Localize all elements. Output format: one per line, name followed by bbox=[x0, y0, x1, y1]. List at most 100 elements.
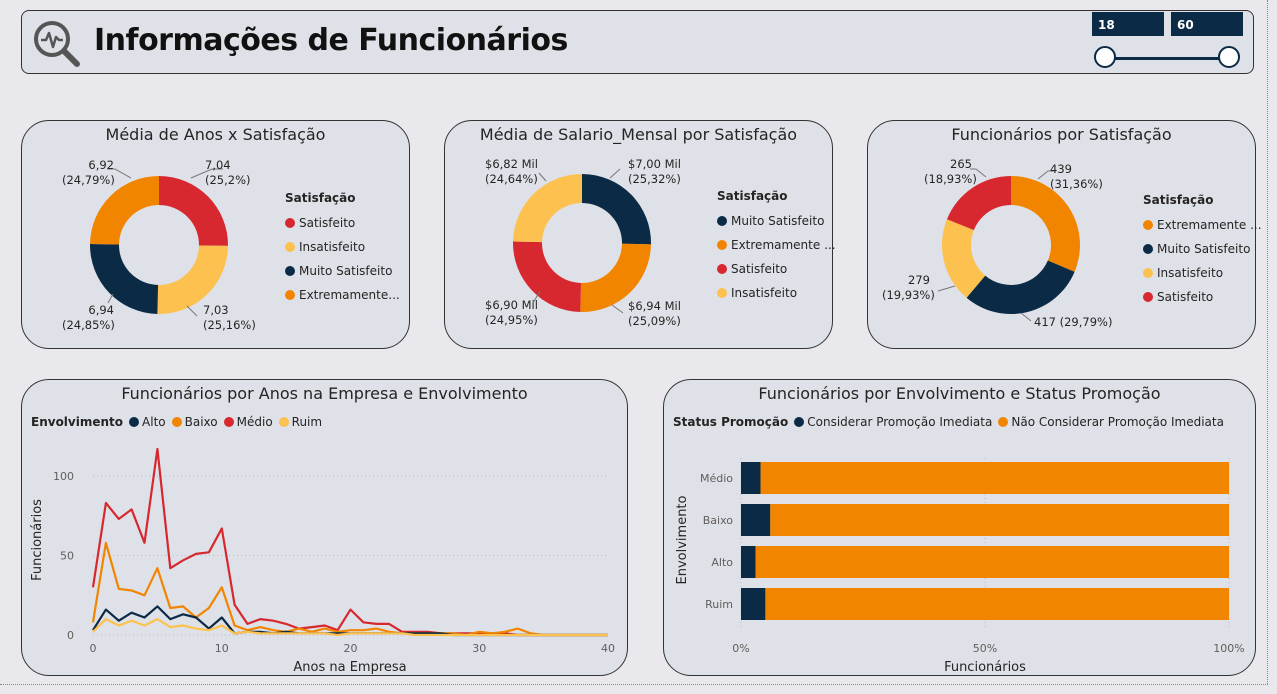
donut-slice[interactable] bbox=[580, 243, 651, 312]
legend-item[interactable]: Muito Satisfeito bbox=[717, 209, 836, 233]
donut-slice[interactable] bbox=[946, 176, 1011, 231]
donut-chart-count bbox=[937, 168, 1080, 322]
age-slider-track[interactable] bbox=[1104, 57, 1228, 60]
age-slider-max-handle[interactable] bbox=[1218, 46, 1240, 68]
legend-title: Envolvimento bbox=[31, 415, 124, 429]
legend-marker bbox=[717, 216, 727, 226]
legend-item[interactable]: Satisfeito bbox=[1143, 285, 1262, 309]
bar-segment[interactable] bbox=[741, 462, 761, 494]
donut-slice[interactable] bbox=[90, 176, 159, 245]
y-category-label: Baixo bbox=[703, 514, 734, 527]
bar-segment[interactable] bbox=[741, 546, 756, 578]
bar-segment[interactable] bbox=[741, 504, 771, 536]
x-tick-label: 30 bbox=[472, 642, 486, 655]
donut-label-value: 6,94 bbox=[88, 303, 114, 317]
card-title: Média de Salario_Mensal por Satisfação bbox=[479, 125, 798, 144]
legend-item[interactable]: Insatisfeito bbox=[285, 235, 400, 259]
x-tick-label: 100% bbox=[1213, 642, 1244, 655]
legend-marker bbox=[223, 417, 234, 427]
donut-card-count-satisfaction[interactable]: Funcionários por Satisfação 439 (31,36%) … bbox=[867, 120, 1262, 349]
donut-label-value: $6,90 Mil bbox=[485, 298, 538, 312]
legend-title: Satisfação bbox=[1143, 193, 1214, 207]
legend-item[interactable]: Extremamente ... bbox=[717, 233, 836, 257]
donut-label-value: 417 (29,79%) bbox=[1034, 315, 1113, 329]
legend-item[interactable]: Muito Satisfeito bbox=[285, 259, 400, 283]
legend-marker bbox=[278, 417, 289, 427]
age-slider-min-value[interactable]: 18 bbox=[1092, 12, 1164, 36]
donut-label-value: 439 bbox=[1050, 162, 1072, 176]
legend-label: Ruim bbox=[291, 415, 323, 429]
legend-marker bbox=[285, 218, 295, 228]
analytics-search-icon bbox=[34, 21, 80, 67]
donut-slice[interactable] bbox=[1011, 176, 1080, 272]
bar-chart-card[interactable]: Funcionários por Envolvimento e Status P… bbox=[663, 379, 1256, 676]
legend-label: Baixo bbox=[184, 415, 218, 429]
line-series-baixo[interactable] bbox=[91, 541, 608, 637]
donut-label-value: $6,82 Mil bbox=[485, 157, 538, 171]
donut-label-pct: (24,79%) bbox=[62, 173, 115, 187]
donut-legend: Satisfação Muito Satisfeito Extremamente… bbox=[717, 189, 836, 305]
legend-marker bbox=[171, 417, 182, 427]
legend-item[interactable]: Não Considerar Promoção Imediata bbox=[998, 415, 1224, 429]
legend-item[interactable]: Extremamente... bbox=[285, 283, 400, 307]
donut-label-pct: (25,16%) bbox=[203, 318, 256, 332]
donut-card-years-satisfaction[interactable]: Média de Anos x Satisfação 7,04 (25,2%) 6… bbox=[21, 120, 410, 349]
legend-item[interactable]: Considerar Promoção Imediata bbox=[794, 415, 992, 429]
age-slider-min-handle[interactable] bbox=[1094, 46, 1116, 68]
donut-label-pct: (19,93%) bbox=[882, 288, 935, 302]
legend-title: Satisfação bbox=[717, 189, 788, 203]
donut-slice[interactable] bbox=[942, 219, 986, 298]
age-slider-max-value[interactable]: 60 bbox=[1171, 12, 1243, 36]
legend-item[interactable]: Muito Satisfeito bbox=[1143, 237, 1262, 261]
donut-card-salary-satisfaction[interactable]: Média de Salario_Mensal por Satisfação $… bbox=[444, 120, 836, 349]
x-tick-label: 50% bbox=[973, 642, 997, 655]
legend-marker bbox=[717, 264, 727, 274]
legend-item[interactable]: Insatisfeito bbox=[1143, 261, 1262, 285]
donut-slice[interactable] bbox=[159, 176, 228, 246]
bar-segment[interactable] bbox=[760, 462, 1229, 494]
legend-marker bbox=[285, 266, 295, 276]
donut-slice[interactable] bbox=[513, 174, 582, 243]
donut-label-pct: (25,32%) bbox=[628, 172, 681, 186]
donut-chart-years bbox=[90, 168, 228, 317]
canvas-border-bottom bbox=[0, 684, 1268, 685]
legend-label: Alto bbox=[142, 415, 166, 429]
legend-label: Insatisfeito bbox=[731, 286, 798, 300]
donut-label-pct: (24,85%) bbox=[62, 318, 115, 332]
donut-slice[interactable] bbox=[513, 241, 582, 312]
legend-item[interactable]: Ruim bbox=[278, 415, 323, 429]
donut-legend: Satisfação Extremamente ... Muito Satisf… bbox=[1143, 193, 1262, 309]
legend-marker bbox=[1143, 292, 1153, 302]
legend-item[interactable]: Extremamente ... bbox=[1143, 213, 1262, 237]
bar-segment[interactable] bbox=[741, 588, 766, 620]
legend-item[interactable]: Alto bbox=[129, 415, 166, 429]
legend-item[interactable]: Satisfeito bbox=[285, 211, 400, 235]
donut-label-value: 265 bbox=[950, 157, 972, 171]
donut-slice[interactable] bbox=[90, 244, 159, 314]
legend-marker bbox=[285, 290, 295, 300]
donut-slice[interactable] bbox=[157, 245, 228, 314]
bar-segment[interactable] bbox=[770, 504, 1229, 536]
legend-title: Status Promoção bbox=[673, 415, 789, 429]
donut-label-pct: (18,93%) bbox=[924, 172, 977, 186]
bar-segment[interactable] bbox=[755, 546, 1229, 578]
legend-label: Satisfeito bbox=[299, 216, 356, 230]
line-chart-card[interactable]: Funcionários por Anos na Empresa e Envol… bbox=[21, 379, 628, 676]
x-tick-label: 20 bbox=[344, 642, 358, 655]
donut-slice[interactable] bbox=[582, 174, 651, 245]
legend-item[interactable]: Baixo bbox=[171, 415, 218, 429]
legend-marker bbox=[794, 417, 805, 427]
legend-item[interactable]: Insatisfeito bbox=[717, 281, 836, 305]
legend-label: Extremamente ... bbox=[1157, 218, 1262, 232]
donut-label-pct: (24,64%) bbox=[485, 172, 538, 186]
legend-marker bbox=[717, 240, 727, 250]
page-title: Informações de Funcionários bbox=[94, 23, 568, 58]
line-series-ruim[interactable] bbox=[92, 618, 608, 637]
donut-slice[interactable] bbox=[966, 260, 1075, 314]
bar-segment[interactable] bbox=[765, 588, 1229, 620]
x-tick-label: 0% bbox=[732, 642, 749, 655]
y-axis-title: Funcionários bbox=[30, 499, 45, 581]
legend-label: Médio bbox=[236, 415, 273, 429]
legend-item[interactable]: Médio bbox=[223, 415, 273, 429]
legend-item[interactable]: Satisfeito bbox=[717, 257, 836, 281]
